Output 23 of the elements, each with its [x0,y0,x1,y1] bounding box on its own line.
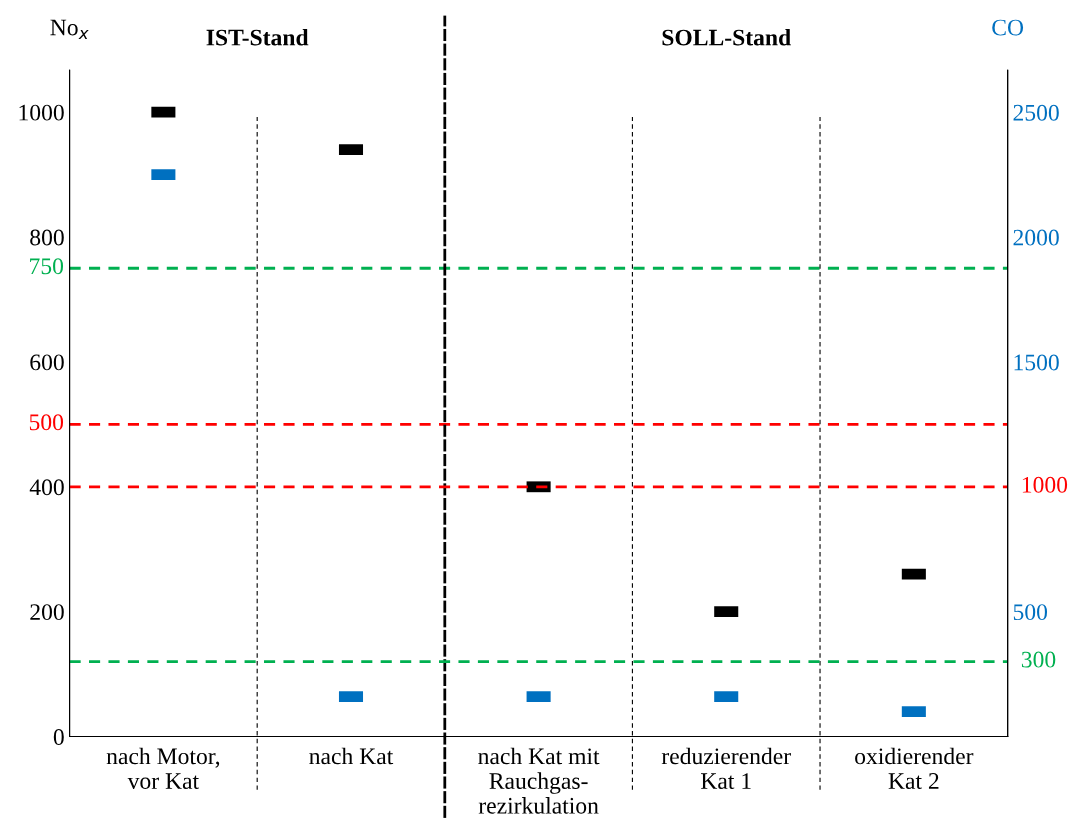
y-axis-title: No$_{x}$ [50,19,89,40]
x-tick-label: nach Kat mit Rauchgas- rezirkulation [478,747,600,814]
y-tick-label: 1000 [19,104,64,121]
y2-tick-label: 500 [1013,604,1048,621]
y-tick-label: 200 [30,604,64,621]
x-tick-label: oxidierender Kat 2 [855,747,974,789]
ref-line-label: 300 [1021,651,1056,668]
ref-line-label: 1000 [1022,476,1068,493]
text: SOLL-Stand [662,28,791,46]
y-tick-label: 600 [30,354,64,371]
text: IST-Stand [206,28,309,46]
y-tick-label: 800 [30,229,64,246]
x-tick-label: reduzierender Kat 1 [661,747,791,789]
x-tick-label: nach Kat [309,747,394,765]
y2-axis-title: CO [992,19,1024,36]
ref-line-label: 500 [29,414,64,431]
ref-line-label: 750 [30,258,64,275]
y-tick-label: 0 [53,729,64,745]
y2-tick-label: 1500 [1014,354,1059,371]
x-tick-label: nach Motor, vor Kat [106,747,220,789]
y-tick-label: 400 [29,479,64,496]
y2-tick-label: 2500 [1013,104,1059,121]
y2-tick-label: 2000 [1013,229,1059,246]
